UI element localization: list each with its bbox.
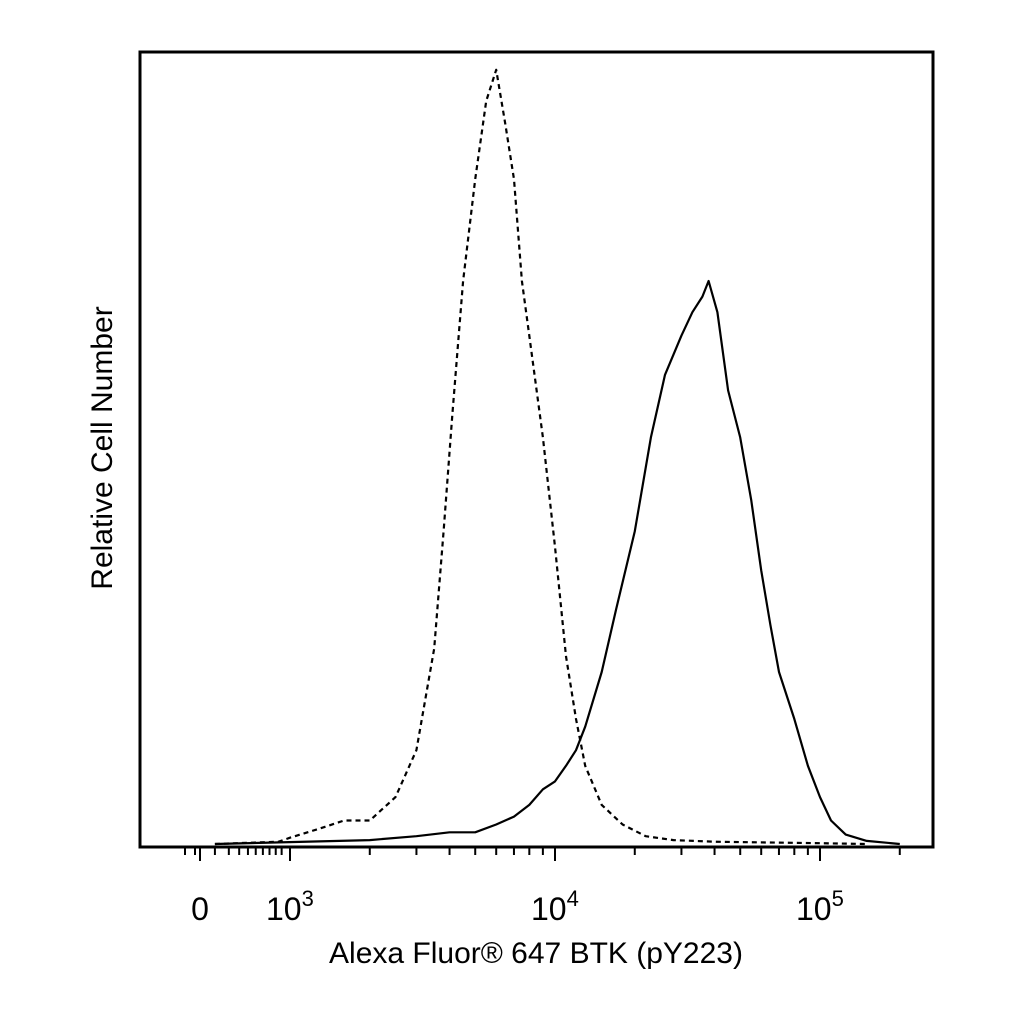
plot-frame (138, 50, 935, 849)
x-axis-tick-labels: 0 103 104 105 (191, 886, 844, 927)
series-dashed-line (214, 68, 867, 846)
x-tick-label: 103 (266, 886, 314, 927)
x-axis-title: Alexa Fluor® 647 BTK (pY223) (329, 937, 743, 970)
x-axis-major-ticks (199, 847, 821, 861)
x-axis-minor-ticks (184, 847, 901, 855)
series-solid-line (214, 279, 900, 846)
series-layer (214, 68, 900, 846)
x-tick-label: 0 (191, 891, 209, 927)
x-tick-label: 105 (796, 886, 844, 927)
y-axis-title: Relative Cell Number (86, 306, 119, 589)
x-tick-label: 104 (531, 886, 579, 927)
